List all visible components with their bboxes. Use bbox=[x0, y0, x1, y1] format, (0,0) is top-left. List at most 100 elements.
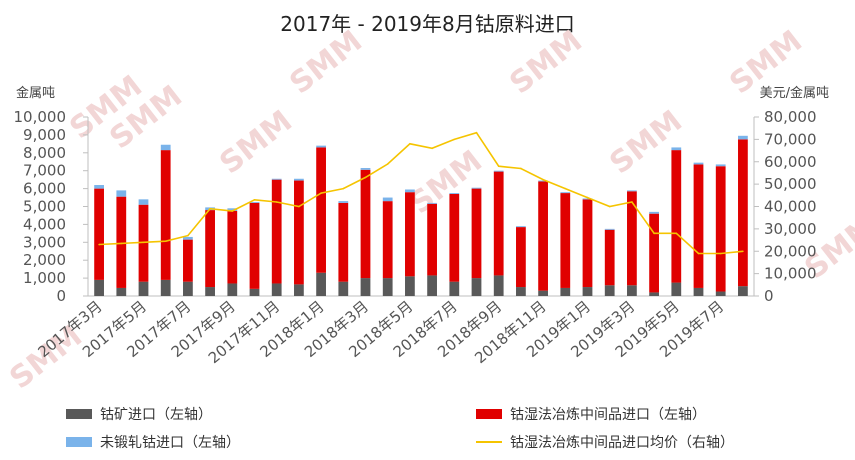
point-avg-price bbox=[431, 147, 433, 150]
legend-item-cobalt-ore: 钴矿进口（左轴） bbox=[66, 404, 212, 424]
left-tick-label: 9,000 bbox=[23, 126, 66, 144]
bar-unwrought-cobalt bbox=[382, 197, 393, 202]
left-tick-label: 1,000 bbox=[23, 269, 66, 287]
point-avg-price bbox=[453, 138, 456, 141]
bar-cobalt-ore bbox=[671, 282, 682, 296]
bar-cobalt-ore bbox=[627, 285, 637, 296]
bar-unwrought-cobalt bbox=[671, 147, 682, 151]
bar-cobalt-ore bbox=[271, 283, 282, 296]
legend-label-intermediate: 钴湿法冶炼中间品进口（左轴） bbox=[510, 407, 706, 423]
axes: 01,0002,0003,0004,0005,0006,0007,0008,00… bbox=[14, 108, 817, 305]
point-avg-price bbox=[342, 187, 345, 190]
point-avg-price bbox=[653, 232, 655, 235]
bar-intermediate bbox=[471, 188, 482, 279]
bar-unwrought-cobalt bbox=[604, 228, 615, 230]
bar-intermediate bbox=[427, 203, 437, 276]
left-tick-label: 6,000 bbox=[23, 180, 66, 198]
bar-unwrought-cobalt bbox=[249, 202, 260, 203]
bar-intermediate bbox=[382, 201, 393, 279]
bar-intermediate bbox=[715, 166, 726, 292]
bar-unwrought-cobalt bbox=[627, 190, 637, 192]
point-avg-price bbox=[320, 192, 322, 194]
right-tick-label: 50,000 bbox=[764, 175, 817, 193]
watermark-text: SMM bbox=[283, 24, 369, 102]
point-avg-price bbox=[142, 241, 145, 244]
bar-cobalt-ore bbox=[360, 278, 371, 296]
bar-unwrought-cobalt bbox=[316, 145, 326, 148]
point-avg-price bbox=[742, 250, 744, 253]
bar-cobalt-ore bbox=[94, 279, 104, 296]
left-tick-label: 8,000 bbox=[23, 144, 66, 162]
right-tick-label: 80,000 bbox=[764, 108, 817, 126]
point-avg-price bbox=[542, 178, 544, 181]
bar-intermediate bbox=[582, 199, 593, 288]
bar-cobalt-ore bbox=[604, 285, 615, 296]
point-avg-price bbox=[386, 163, 389, 165]
point-avg-price bbox=[719, 252, 722, 255]
bar-unwrought-cobalt bbox=[449, 193, 460, 194]
bar-cobalt-ore bbox=[649, 292, 659, 296]
point-avg-price bbox=[697, 252, 700, 255]
bar-intermediate bbox=[738, 139, 748, 287]
right-tick-label: 70,000 bbox=[764, 130, 817, 148]
bar-cobalt-ore bbox=[138, 281, 149, 296]
watermark-text: SMM bbox=[723, 24, 809, 102]
bar-unwrought-cobalt bbox=[471, 187, 482, 189]
point-avg-price bbox=[98, 243, 100, 246]
bar-cobalt-ore bbox=[738, 286, 748, 296]
bar-cobalt-ore bbox=[560, 287, 571, 296]
bar-unwrought-cobalt bbox=[427, 202, 437, 204]
legend-swatch-avg-price bbox=[476, 441, 502, 443]
bar-intermediate bbox=[249, 202, 260, 289]
bar-cobalt-ore bbox=[249, 288, 260, 296]
bar-cobalt-ore bbox=[294, 284, 304, 296]
left-tick-label: 4,000 bbox=[23, 215, 66, 233]
bar-intermediate bbox=[449, 193, 460, 282]
point-avg-price bbox=[231, 210, 234, 212]
point-avg-price bbox=[275, 201, 278, 203]
legend-swatch-unwrought-cobalt bbox=[66, 437, 92, 447]
point-avg-price bbox=[608, 205, 611, 208]
legend-swatch-intermediate bbox=[476, 409, 502, 419]
bar-intermediate bbox=[294, 180, 304, 285]
left-axis-label: 金属吨 bbox=[16, 86, 56, 101]
bar-cobalt-ore bbox=[227, 283, 238, 296]
bar-unwrought-cobalt bbox=[183, 236, 193, 240]
point-avg-price bbox=[209, 207, 211, 210]
bar-intermediate bbox=[94, 188, 104, 280]
right-tick-label: 0 bbox=[764, 287, 774, 305]
left-tick-label: 2,000 bbox=[23, 251, 66, 269]
point-avg-price bbox=[253, 198, 256, 201]
bar-unwrought-cobalt bbox=[649, 211, 659, 214]
bar-intermediate bbox=[493, 171, 504, 276]
point-avg-price bbox=[409, 143, 411, 145]
point-avg-price bbox=[475, 131, 478, 134]
right-tick-label: 30,000 bbox=[764, 220, 817, 238]
price-line-layer bbox=[98, 131, 744, 255]
bar-intermediate bbox=[560, 193, 571, 288]
bar-intermediate bbox=[338, 202, 349, 282]
bar-intermediate bbox=[316, 147, 326, 273]
bar-intermediate bbox=[160, 150, 171, 280]
bar-unwrought-cobalt bbox=[271, 178, 282, 180]
x-tick-labels: 2017年3月2017年5月2017年7月2017年9月2017年11月2018… bbox=[35, 297, 728, 367]
chart-title: 2017年 - 2019年8月钴原料进口 bbox=[280, 12, 575, 36]
bar-cobalt-ore bbox=[471, 278, 482, 296]
point-avg-price bbox=[564, 187, 567, 190]
bar-cobalt-ore bbox=[538, 290, 548, 296]
bar-cobalt-ore bbox=[316, 272, 326, 296]
legend-item-avg-price: 钴湿法冶炼中间品进口均价（右轴） bbox=[476, 432, 734, 452]
bar-cobalt-ore bbox=[715, 291, 726, 296]
legend-item-intermediate: 钴湿法冶炼中间品进口（左轴） bbox=[476, 404, 706, 424]
bar-unwrought-cobalt bbox=[138, 199, 149, 205]
point-avg-price bbox=[586, 196, 589, 199]
bar-cobalt-ore bbox=[693, 287, 704, 296]
right-tick-label: 20,000 bbox=[764, 242, 817, 260]
bar-unwrought-cobalt bbox=[160, 144, 171, 151]
bar-unwrought-cobalt bbox=[116, 190, 127, 197]
legend-label-avg-price: 钴湿法冶炼中间品进口均价（右轴） bbox=[510, 435, 734, 451]
bar-unwrought-cobalt bbox=[560, 192, 571, 194]
bar-intermediate bbox=[693, 164, 704, 288]
bar-unwrought-cobalt bbox=[405, 189, 415, 193]
point-avg-price bbox=[120, 242, 123, 245]
